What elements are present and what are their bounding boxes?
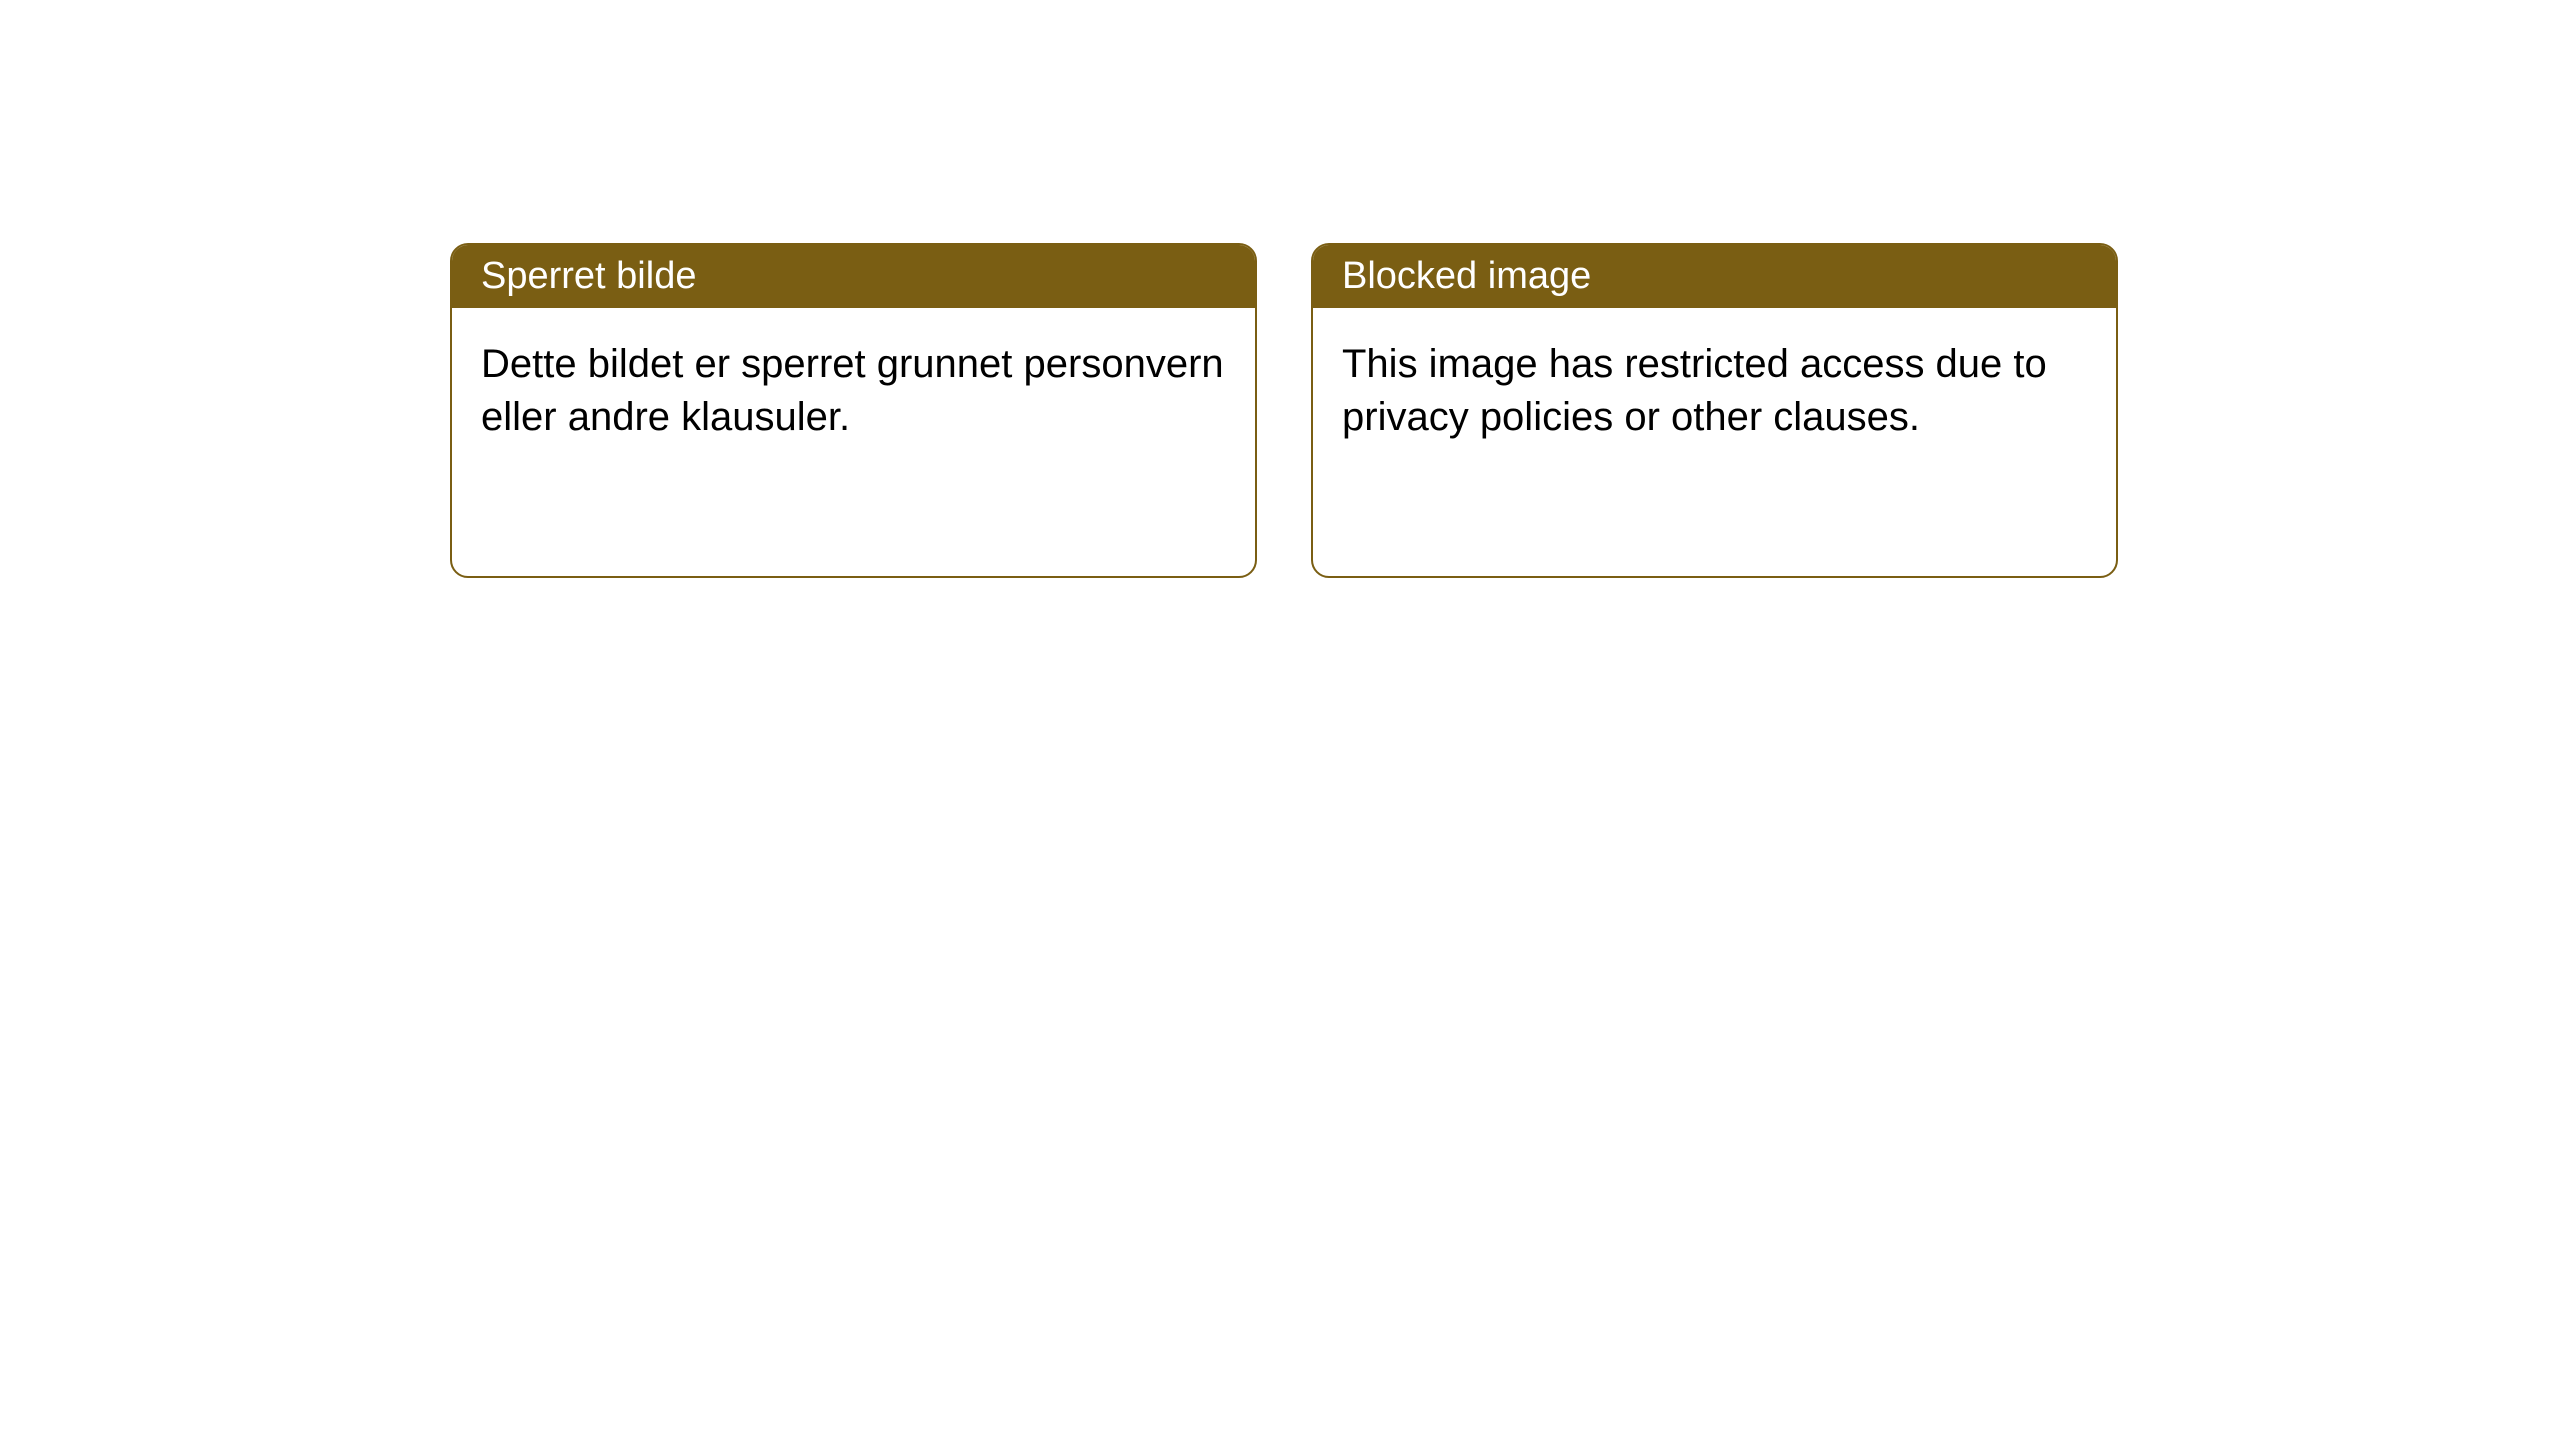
blocked-image-card-en: Blocked image This image has restricted … — [1311, 243, 2118, 578]
card-header-en: Blocked image — [1313, 245, 2116, 308]
blocked-image-card-no: Sperret bilde Dette bildet er sperret gr… — [450, 243, 1257, 578]
card-body-en: This image has restricted access due to … — [1313, 308, 2116, 474]
card-body-no: Dette bildet er sperret grunnet personve… — [452, 308, 1255, 474]
blocked-image-cards-container: Sperret bilde Dette bildet er sperret gr… — [0, 0, 2560, 578]
card-header-no: Sperret bilde — [452, 245, 1255, 308]
